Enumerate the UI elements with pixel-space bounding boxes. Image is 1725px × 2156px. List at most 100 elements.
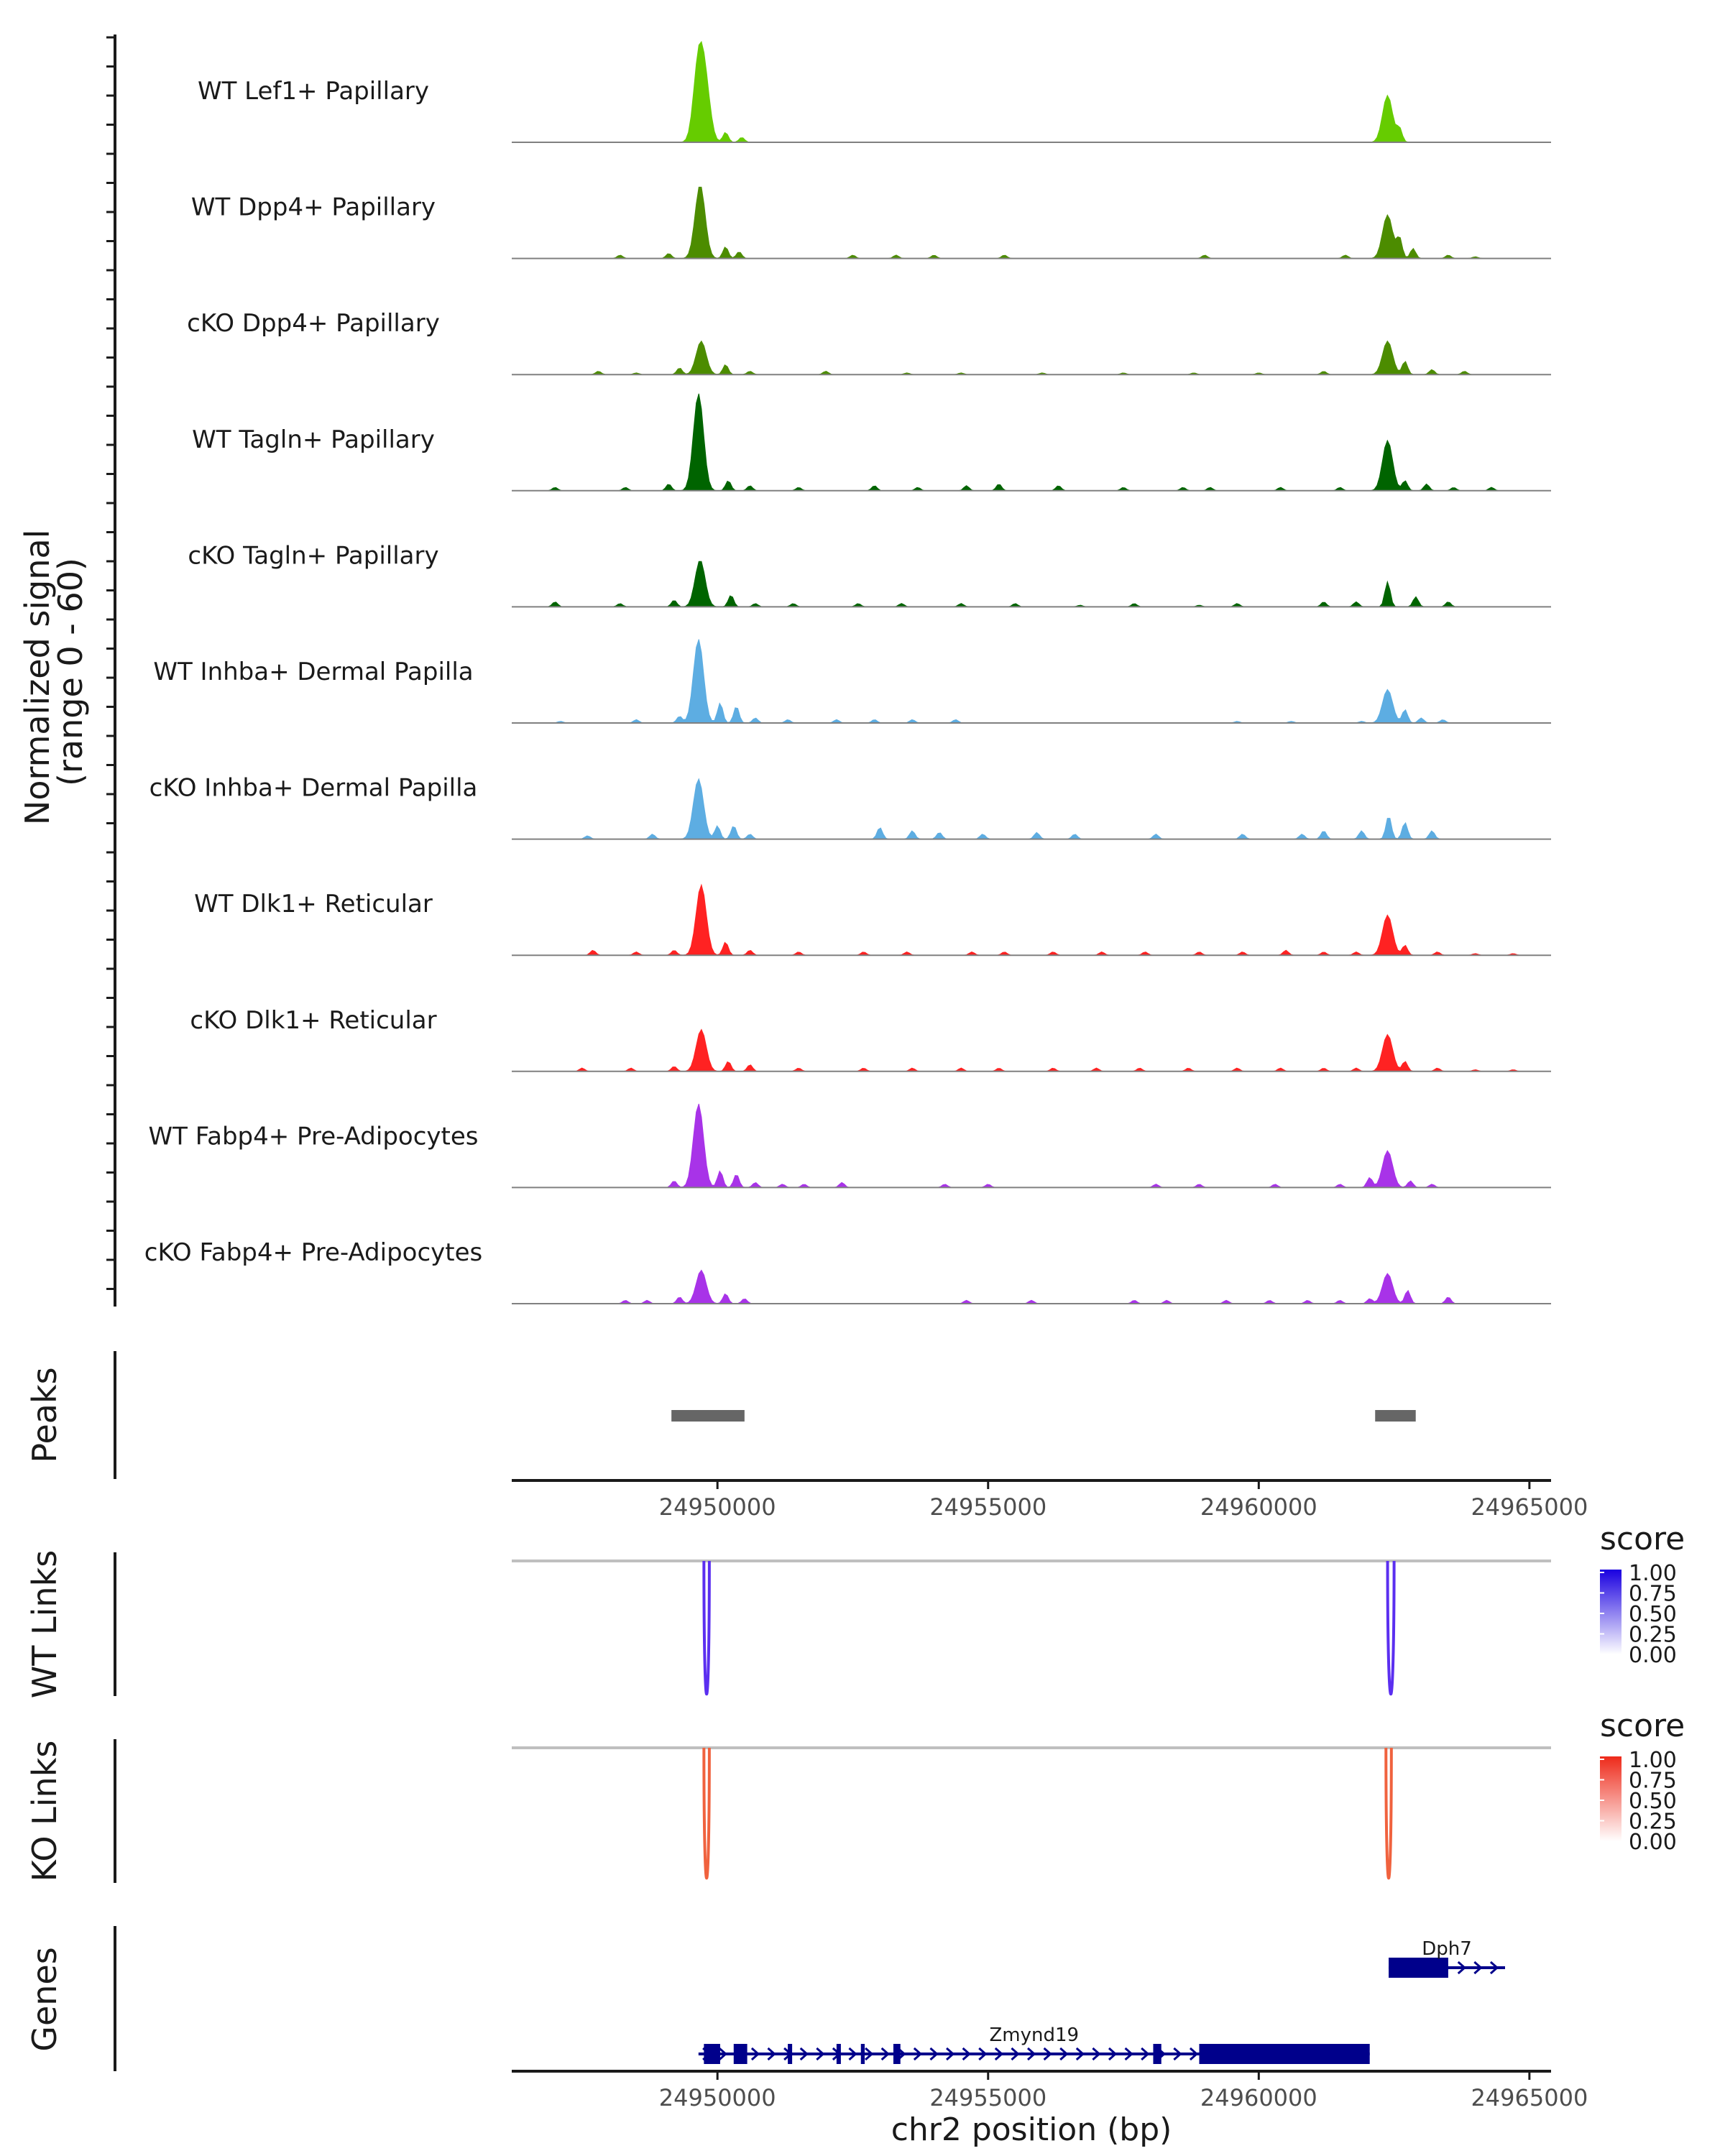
gene-model: Zmynd19 [698,2024,1370,2064]
strand-arrow [1124,2047,1133,2061]
track-label: cKO Inhba+ Dermal Papilla [150,774,478,803]
strand-arrow [718,2047,727,2061]
track-label: cKO Tagln+ Papillary [188,541,438,570]
legend-title: score [1600,1521,1685,1557]
coverage-track: cKO Inhba+ Dermal Papilla [150,774,1551,840]
legend-label: 0.25 [1629,1810,1677,1835]
coverage-track: cKO Dpp4+ Papillary [187,309,1551,376]
coverage-track: cKO Fabp4+ Pre-Adipocytes [144,1238,1551,1304]
gene-label: Zmynd19 [989,2024,1079,2046]
track-label: WT Fabp4+ Pre-Adipocytes [149,1122,479,1151]
coverage-tracks: WT Lef1+ Papillary WT Dpp4+ Papillary cKO … [144,40,1551,1304]
legend-label: 0.00 [1629,1830,1677,1855]
coverage-area [512,1269,1551,1304]
legend-label: 0.75 [1629,1582,1677,1607]
peak-region [671,1410,745,1422]
gene-exon [1389,1958,1448,1978]
coverage-track: WT Dlk1+ Reticular [194,883,1551,957]
legend-label: 0.00 [1629,1643,1677,1668]
coverage-y-axis-label-line1: Normalized signal [18,530,57,826]
legend-colorbar [1600,1756,1622,1841]
strand-arrow [799,2047,809,2061]
strand-arrow [962,2047,971,2061]
track-label: cKO Dpp4+ Papillary [187,309,440,338]
strand-arrow [1189,2047,1199,2061]
legend-colorbar [1600,1570,1622,1654]
legend-label: 0.50 [1629,1789,1677,1814]
strand-arrow [913,2047,923,2061]
gene-exon [1153,2044,1162,2064]
track-label: WT Tagln+ Papillary [192,425,435,454]
links-track-label: WT Links [25,1550,64,1698]
strand-arrow [978,2047,988,2061]
gene-exon [860,2044,865,2064]
strand-arrow [848,2047,857,2061]
coverage-area [512,393,1551,492]
peak-region [1375,1410,1416,1422]
coverage-track: WT Lef1+ Papillary [198,40,1551,143]
track-label: WT Lef1+ Papillary [198,77,429,106]
strand-arrow [946,2047,955,2061]
link-arc [1384,1747,1393,1880]
coverage-track: WT Tagln+ Papillary [192,393,1551,492]
track-label: WT Dlk1+ Reticular [194,890,433,918]
strand-arrow [1473,1961,1483,1975]
legend-label: 1.00 [1629,1748,1677,1773]
link-arc [702,1560,711,1695]
strand-arrow [880,2047,890,2061]
gene-exon [893,2044,901,2064]
coverage-y-axis-label: Normalized signal (range 0 - 60) [18,519,90,825]
legend-title: score [1600,1708,1685,1744]
track-label: cKO Fabp4+ Pre-Adipocytes [144,1238,483,1267]
strand-arrow [1027,2047,1036,2061]
links-track: KO Links score 1.000.750.500.250.00 [25,1708,1685,1883]
coverage-track: WT Fabp4+ Pre-Adipocytes [149,1103,1551,1189]
coverage-track: cKO Dlk1+ Reticular [190,1006,1551,1072]
strand-arrow [1489,1961,1499,1975]
x-tick-label: 24965000 [1471,2084,1588,2111]
genes-panel: Genes Dph7 Zmynd19 [25,1926,1505,2071]
strand-arrow [1043,2047,1052,2061]
gene-model: Dph7 [1389,1938,1505,1978]
legend-label: 0.75 [1629,1769,1677,1794]
coverage-track: WT Dpp4+ Papillary [191,186,1551,259]
peaks-panel: Peaks [25,1351,1416,1479]
coverage-area [512,778,1551,840]
gene-exon [1199,2044,1370,2064]
gene-exon [733,2044,748,2064]
strand-arrow [1011,2047,1020,2061]
strand-arrow [767,2047,776,2061]
coverage-area [512,1028,1551,1072]
strand-arrow [816,2047,825,2061]
coverage-area [512,40,1551,143]
links-track: WT Links score 1.000.750.500.250.00 [25,1521,1685,1698]
strand-arrow [750,2047,760,2061]
strand-arrow [1092,2047,1101,2061]
strand-arrow [865,2047,874,2061]
gene-label: Dph7 [1422,1938,1472,1960]
track-label: WT Inhba+ Dermal Papilla [153,658,473,686]
coverage-area [512,1103,1551,1188]
coverage-track: cKO Tagln+ Papillary [188,541,1551,608]
x-tick-label: 24960000 [1200,2084,1317,2111]
peaks-track-label: Peaks [25,1367,64,1462]
coverage-y-axis-label-line2: (range 0 - 60) [51,558,90,786]
x-tick-label: 24950000 [659,1493,776,1521]
x-tick-label: 24955000 [929,2084,1046,2111]
coverage-y-axis [106,34,116,1307]
coverage-area [512,639,1551,724]
legend-label: 0.25 [1629,1623,1677,1648]
strand-arrow [1141,2047,1150,2061]
x-tick-label: 24960000 [1200,1493,1317,1521]
coverage-area [512,340,1551,375]
x-tick-label: 24950000 [659,2084,776,2111]
track-label: cKO Dlk1+ Reticular [190,1006,436,1035]
strand-arrow [994,2047,1004,2061]
coverage-area [512,561,1551,607]
strand-arrow [1075,2047,1085,2061]
link-arc [1386,1560,1396,1695]
x-tick-label: 24965000 [1471,1493,1588,1521]
genes-track-label: Genes [25,1947,64,2051]
